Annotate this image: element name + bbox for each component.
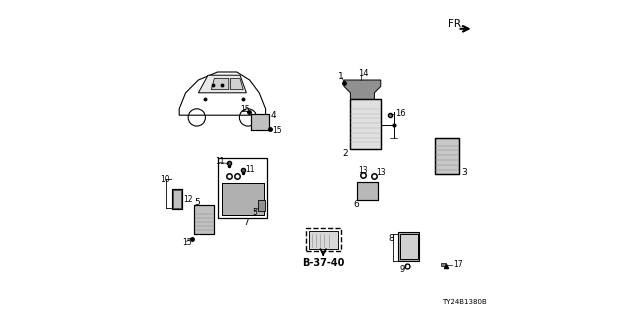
Text: 6: 6 (354, 200, 359, 209)
Bar (398, 232, 419, 261)
Text: 11: 11 (246, 165, 255, 174)
Bar (309, 231, 338, 249)
Text: B-37-40: B-37-40 (302, 258, 344, 268)
Polygon shape (179, 72, 266, 115)
Bar (306, 228, 341, 251)
Bar (357, 182, 378, 200)
Text: 15: 15 (240, 105, 250, 114)
Bar (193, 205, 214, 234)
Text: 4: 4 (270, 111, 276, 120)
Bar (441, 263, 445, 266)
Text: 13: 13 (376, 168, 387, 177)
Bar (251, 114, 269, 130)
Bar (435, 138, 460, 174)
Bar (309, 231, 338, 249)
Bar (218, 158, 268, 218)
Text: 17: 17 (453, 260, 463, 269)
Bar (173, 190, 181, 208)
Text: 16: 16 (396, 109, 406, 118)
Bar (172, 189, 182, 209)
Bar (357, 182, 378, 200)
Text: 11: 11 (215, 157, 225, 166)
Text: 7: 7 (243, 218, 249, 227)
Bar (258, 200, 265, 211)
Text: 10: 10 (160, 175, 170, 184)
Text: 8: 8 (388, 234, 394, 243)
Text: 3: 3 (461, 168, 467, 177)
Bar (172, 189, 182, 209)
Bar (435, 138, 460, 174)
Bar (251, 114, 269, 130)
Text: 12: 12 (183, 195, 193, 204)
Text: 2: 2 (342, 149, 348, 158)
Text: FR.: FR. (448, 19, 464, 29)
Text: 5: 5 (252, 208, 257, 217)
Polygon shape (211, 78, 229, 90)
Bar (400, 234, 418, 259)
Text: 15: 15 (272, 126, 282, 135)
Text: 1: 1 (339, 72, 344, 81)
Text: 14: 14 (358, 69, 369, 78)
Bar (193, 205, 214, 234)
Text: 5: 5 (195, 198, 200, 207)
Polygon shape (230, 78, 243, 90)
Polygon shape (198, 75, 246, 93)
Bar (351, 99, 381, 149)
Text: 9: 9 (400, 265, 405, 274)
Text: TY24B1380B: TY24B1380B (442, 300, 486, 305)
Bar (223, 183, 264, 215)
Bar (400, 234, 418, 259)
Polygon shape (344, 80, 381, 99)
Bar (351, 99, 381, 149)
Text: 13: 13 (358, 166, 368, 175)
Text: 15: 15 (182, 238, 191, 247)
Bar (223, 183, 264, 215)
